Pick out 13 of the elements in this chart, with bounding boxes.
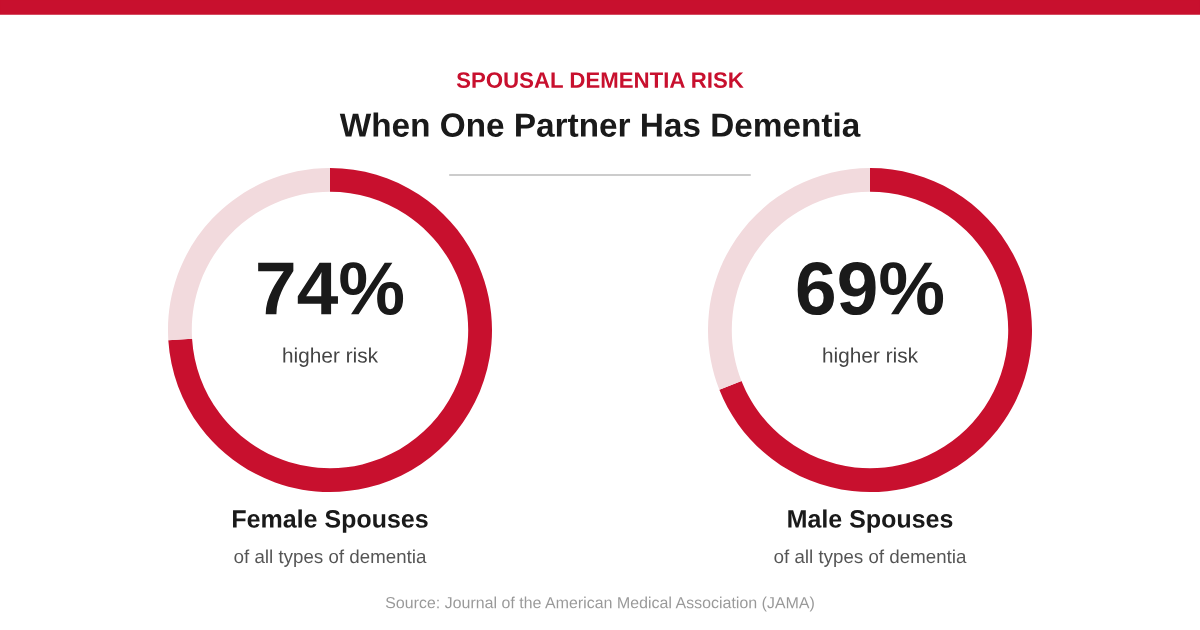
text: SPOUSAL DEMENTIA RISK [456,72,744,88]
text: higher risk [823,347,919,367]
source-note: Source: Journal of the American Medical Association (JAMA) [385,596,814,612]
text: When One Partner Has Dementia [339,112,861,137]
text: of all types of dementia [774,549,967,567]
data-label: 69% [797,262,944,316]
text: Female Spouses [233,509,428,533]
data-label: 74% [258,262,404,315]
text: of all types of dementia [234,549,427,567]
text: Male Spouses [788,509,953,533]
donut-slice [719,167,1032,492]
donut-slice [168,167,492,493]
text: higher risk [283,347,379,367]
